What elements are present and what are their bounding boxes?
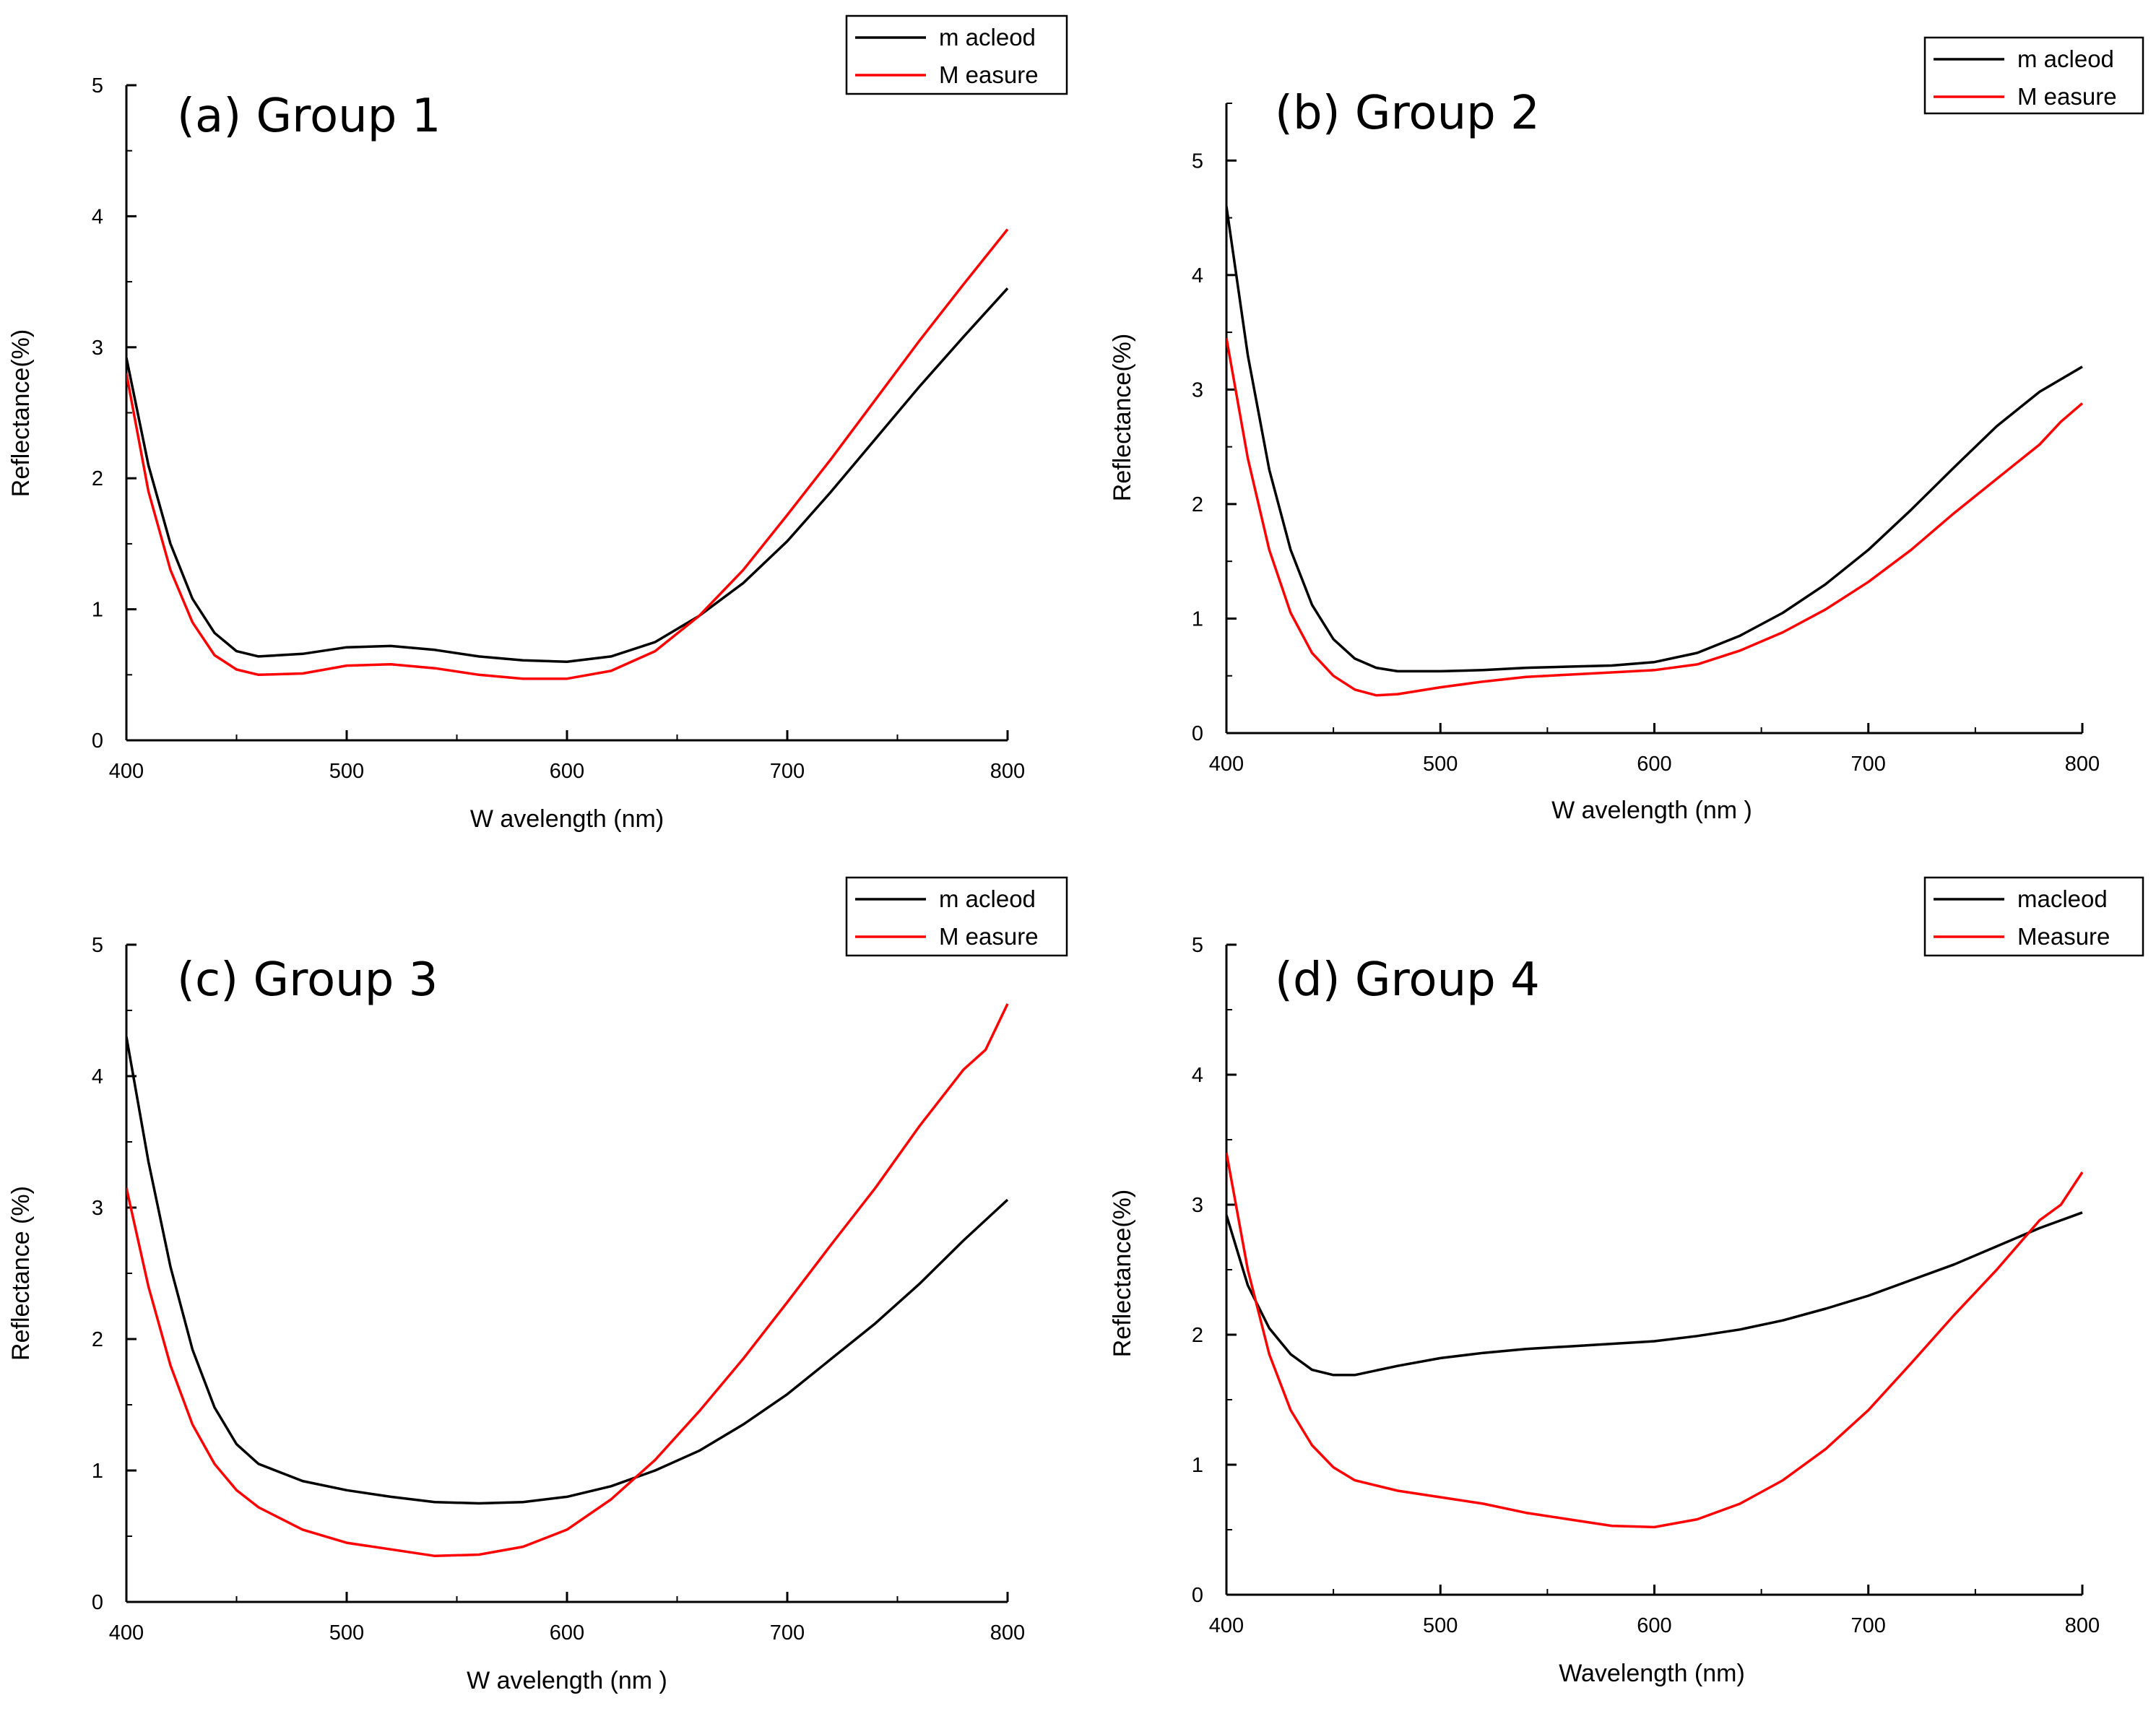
y-tick-label: 0 [92, 729, 103, 753]
y-tick-label: 3 [1192, 378, 1203, 402]
y-axis-label: Reflectance (%) [7, 1186, 35, 1361]
x-tick-label: 700 [770, 1621, 805, 1645]
legend-entry: m acleod [939, 885, 1036, 912]
x-tick-label: 800 [2065, 1614, 2100, 1637]
series-line-macleod [126, 1036, 1009, 1505]
y-tick-label: 2 [92, 1328, 103, 1351]
x-axis-label: W avelength (nm ) [467, 1667, 667, 1694]
x-tick-label: 700 [770, 760, 805, 783]
y-tick-label: 3 [1192, 1194, 1203, 1217]
panel-3: 400 500 600 700 800 0 1 2 3 4 5 W avelength (nm ) Re… [7, 876, 1068, 1694]
legend-box [845, 14, 1068, 95]
x-axis-label: W avelength (nm ) [1551, 797, 1752, 824]
x-tick-label: 700 [1851, 1614, 1886, 1637]
series-line-macleod [1226, 1211, 2083, 1377]
y-axis-label: Reflectance(%) [1109, 334, 1136, 501]
y-tick-label: 1 [1192, 607, 1203, 631]
y-tick-label: 2 [1192, 493, 1203, 516]
y-axis-label: Reflectance(%) [7, 329, 35, 497]
y-tick-label: 5 [1192, 150, 1203, 173]
x-tick-label: 500 [329, 1621, 364, 1645]
legend-entry: Measure [2017, 923, 2110, 950]
y-tick-label: 5 [92, 74, 103, 98]
y-tick-label: 5 [1192, 934, 1203, 957]
series-line-measure [126, 1003, 1009, 1558]
x-tick-label: 500 [1423, 753, 1458, 776]
panel-title: (c) Group 3 [177, 953, 438, 1007]
y-tick-label: 5 [92, 934, 103, 957]
panel-title: (a) Group 1 [177, 90, 441, 143]
x-tick-label: 400 [1209, 1614, 1244, 1637]
series-line-macleod [1226, 206, 2083, 673]
y-tick-label: 4 [1192, 1064, 1203, 1087]
series-line-measure [126, 228, 1009, 680]
x-tick-label: 400 [109, 1621, 144, 1645]
x-tick-label: 800 [990, 760, 1025, 783]
legend-entry: M easure [2017, 83, 2117, 110]
legend-entry: m acleod [939, 24, 1036, 51]
y-tick-label: 2 [1192, 1324, 1203, 1347]
y-tick-label: 0 [1192, 1584, 1203, 1607]
x-tick-label: 700 [1851, 753, 1886, 776]
y-tick-label: 1 [1192, 1454, 1203, 1477]
x-tick-label: 400 [1209, 753, 1244, 776]
legend-entry: m acleod [2017, 46, 2114, 72]
series-line-measure [1226, 337, 2084, 697]
panel-4: 400 500 600 700 800 0 1 2 3 4 5 Wavelength (nm) Refl… [1109, 876, 2144, 1687]
y-tick-label: 0 [1192, 722, 1203, 745]
x-tick-label: 400 [109, 760, 144, 783]
legend: m acleod M easure [1923, 36, 2144, 115]
panel-1: 400 500 600 700 800 0 1 2 3 4 5 W avelength (nm) Ref… [7, 14, 1068, 833]
x-tick-label: 600 [550, 1621, 584, 1645]
y-tick-label: 0 [92, 1591, 103, 1614]
legend-box [1923, 36, 2144, 115]
x-axis-label: Wavelength (nm) [1559, 1660, 1745, 1687]
panel-2: 400 500 600 700 800 0 1 2 3 4 5 W avelength (nm ) Re… [1109, 36, 2144, 824]
y-axis-label: Reflectance(%) [1109, 1190, 1136, 1357]
x-tick-label: 600 [1637, 753, 1671, 776]
legend: macleod Measure [1923, 876, 2144, 957]
x-tick-label: 800 [2065, 753, 2100, 776]
y-tick-label: 3 [92, 337, 103, 360]
x-axis-label: W avelength (nm) [470, 805, 664, 833]
legend-box [1923, 876, 2144, 957]
x-tick-label: 600 [550, 760, 584, 783]
y-tick-label: 4 [1192, 264, 1203, 287]
y-tick-label: 2 [92, 467, 103, 490]
legend: m acleod M easure [845, 14, 1068, 95]
panel-title: (b) Group 2 [1275, 87, 1540, 140]
series-line-macleod [126, 287, 1009, 663]
x-tick-label: 500 [1423, 1614, 1458, 1637]
y-tick-label: 4 [92, 1065, 103, 1088]
y-tick-label: 1 [92, 1460, 103, 1483]
legend-entry: macleod [2017, 885, 2108, 912]
legend-box [845, 876, 1068, 957]
x-tick-label: 500 [329, 760, 364, 783]
series-line-measure [1226, 1152, 2084, 1529]
x-tick-label: 800 [990, 1621, 1025, 1645]
x-tick-label: 600 [1637, 1614, 1671, 1637]
y-tick-label: 3 [92, 1197, 103, 1220]
legend-entry: M easure [939, 923, 1039, 950]
y-tick-label: 1 [92, 599, 103, 622]
legend-entry: M easure [939, 61, 1039, 88]
y-tick-label: 4 [92, 205, 103, 228]
panel-title: (d) Group 4 [1275, 953, 1540, 1007]
legend: m acleod M easure [845, 876, 1068, 957]
